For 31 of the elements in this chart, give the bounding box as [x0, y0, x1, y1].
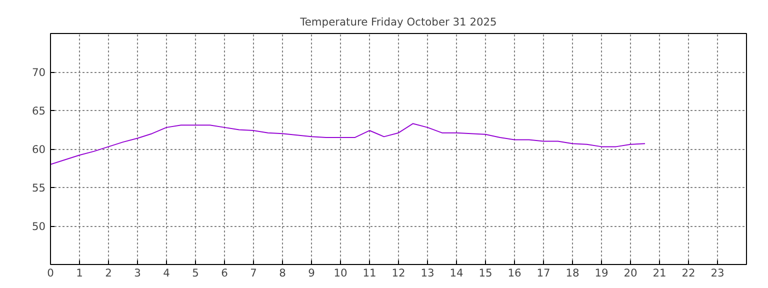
y-tick-label: 60	[32, 143, 46, 156]
y-tick-label: 55	[32, 182, 46, 194]
x-tick-label: 14	[450, 266, 464, 280]
x-tick-label: 8	[279, 266, 286, 280]
x-tick-label: 3	[134, 266, 141, 280]
line-series	[50, 123, 646, 165]
x-tick-label: 1	[76, 266, 83, 280]
x-tick-label: 10	[334, 266, 348, 280]
x-tick-label: 19	[594, 266, 608, 280]
x-tick-label: 23	[710, 266, 724, 280]
x-tick-label: 12	[392, 266, 406, 280]
x-tick-label: 0	[47, 266, 54, 280]
x-tick-label: 16	[508, 266, 522, 280]
chart-title: Temperature Friday October 31 2025	[299, 16, 497, 28]
x-tick-label: 20	[624, 266, 638, 280]
x-tick-label: 7	[250, 266, 257, 280]
x-tick-label: 5	[192, 266, 199, 280]
x-tick-label: 13	[420, 266, 434, 280]
x-tick-label: 21	[652, 266, 666, 280]
y-tick-label: 70	[32, 66, 46, 79]
x-tick-label: 4	[163, 266, 170, 280]
x-tick-label: 22	[682, 266, 696, 280]
x-tick-label: 11	[362, 266, 376, 280]
y-tick-label: 50	[32, 220, 46, 233]
x-tick-label: 15	[478, 266, 492, 280]
x-tick-label: 18	[566, 266, 580, 280]
x-tick-label: 17	[536, 266, 550, 280]
x-tick-label: 6	[221, 266, 228, 280]
x-tick-label: 9	[308, 266, 316, 280]
x-tick-label: 2	[105, 266, 112, 280]
y-tick-label: 65	[32, 104, 46, 118]
